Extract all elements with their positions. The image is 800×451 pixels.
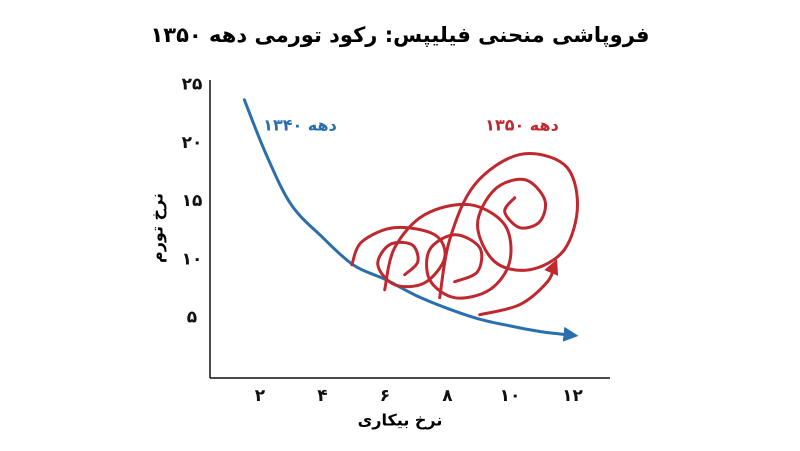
series-label: دهه ۱۳۵۰ (485, 116, 559, 135)
x-tick-label: ۶ (380, 386, 390, 406)
y-tick-label: ۱۰ (182, 249, 203, 269)
x-tick-label: ۱۰ (500, 386, 521, 406)
y-tick-label: ۲۰ (182, 133, 203, 153)
chart-title: فروپاشی منحنی فیلیپس: رکود تورمی دهه ۱۳۵… (150, 23, 649, 47)
y-tick-label: ۲۵ (182, 75, 203, 95)
y-tick-label: ۵ (187, 308, 197, 328)
x-tick-label: ۲ (255, 386, 266, 406)
x-axis-label: نرخ بیکاری (358, 411, 443, 430)
x-tick-label: ۱۲ (562, 386, 583, 406)
series-label: دهه ۱۳۴۰ (263, 116, 337, 135)
x-tick-label: ۴ (317, 386, 327, 406)
y-axis-label: نرخ تورم (148, 193, 167, 263)
line-series (242, 98, 579, 342)
y-tick-label: ۱۵ (182, 191, 203, 211)
x-tick-label: ۸ (442, 386, 453, 406)
line-series (350, 152, 580, 317)
